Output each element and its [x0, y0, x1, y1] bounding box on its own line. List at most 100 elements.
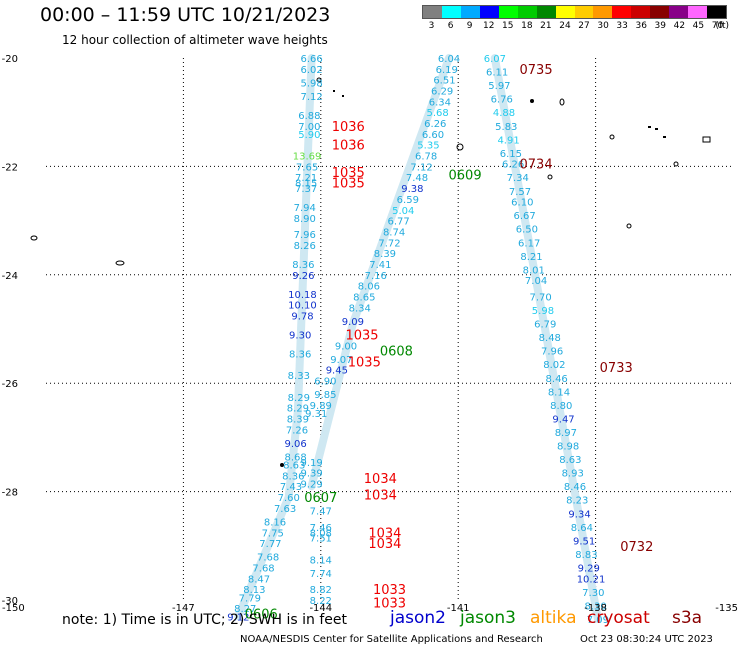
swh-value-label: 6.90 [314, 376, 336, 387]
swh-value-label: 6.77 [388, 217, 410, 228]
swh-value-label: 8.80 [550, 401, 572, 412]
y-tick-label: -22 [2, 162, 18, 173]
swh-value-label: 7.72 [378, 238, 400, 249]
track-band [307, 54, 453, 491]
swh-value-label: 7.41 [369, 260, 391, 271]
swh-value-label: 5.04 [392, 206, 414, 217]
y-tick-label: -26 [2, 379, 18, 390]
pass-time-label: 1033 [373, 583, 406, 598]
swh-value-label: 8.22 [310, 596, 332, 607]
legend-swatch [536, 6, 556, 18]
swh-value-label: 9.85 [314, 390, 336, 401]
swh-value-label: 7.63 [274, 504, 296, 515]
swh-value-label: 6.51 [433, 76, 455, 87]
legend-swatch [612, 6, 632, 18]
swh-value-label: 9.34 [568, 509, 590, 520]
swh-value-label: 5.90 [298, 130, 320, 141]
satellite-legend-jason3: jason3 [460, 608, 516, 628]
island-outline [663, 136, 666, 138]
swh-value-label: 6.50 [516, 225, 538, 236]
swh-value-label: 7.16 [365, 271, 387, 282]
color-legend-labels: 3 6 9 12 15 18 21 24 27 30 33 36 39 42 45 70 (ft) [422, 21, 729, 35]
swh-value-label: 10.10 [288, 301, 317, 312]
swh-value-label: 5.68 [426, 108, 448, 119]
legend-bin-label: 9 [466, 21, 473, 31]
swh-value-label: 8.30 [584, 601, 606, 612]
swh-value-label: 7.57 [509, 187, 531, 198]
swh-value-label: 4.88 [493, 108, 515, 119]
credit-line: NOAA/NESDIS Center for Satellite Applica… [240, 634, 543, 645]
swh-value-label: 8.14 [310, 555, 332, 566]
swh-value-label: 9.39 [301, 469, 323, 480]
swh-value-label: 8.36 [292, 260, 314, 271]
legend-bin-label: 6 [447, 21, 454, 31]
swh-value-label: 9.07 [330, 355, 352, 366]
swh-value-label: 7.26 [286, 425, 308, 436]
legend-bin-label: 3 [428, 21, 435, 31]
y-tick-label: -30 [2, 596, 18, 607]
swh-value-label: 9.51 [573, 536, 595, 547]
swh-value-label: 7.21 [295, 173, 317, 184]
swh-value-label: 8.33 [288, 371, 310, 382]
swh-value-label: 7.30 [582, 588, 604, 599]
island-outline [655, 128, 658, 130]
legend-swatch [423, 6, 442, 18]
swh-value-label: 9.00 [335, 341, 357, 352]
island-outline [316, 77, 322, 83]
swh-value-label: 8.08 [310, 528, 332, 539]
swh-value-label: 7.12 [410, 162, 432, 173]
swh-value-label: 8.98 [557, 442, 579, 453]
swh-value-label: 7.46 [310, 523, 332, 534]
footnote: note: 1) Time is in UTC; 2) SWH is in fe… [62, 612, 348, 628]
swh-value-label: 7.79 [239, 593, 261, 604]
swh-value-label: 9.09 [342, 317, 364, 328]
pass-time-label: 1035 [332, 177, 365, 192]
x-tick-label: -138 [584, 603, 607, 614]
swh-value-label: 7.96 [294, 230, 316, 241]
pass-time-label: 0732 [620, 540, 653, 555]
y-tick-label: -28 [2, 488, 18, 499]
swh-value-label: 9.30 [289, 330, 311, 341]
swh-value-label: 6.79 [534, 320, 556, 331]
generated-timestamp: Oct 23 08:30:24 UTC 2023 [580, 634, 713, 645]
swh-value-label: 7.48 [406, 173, 428, 184]
swh-value-label: 5.83 [495, 122, 517, 133]
pass-time-label: 0734 [520, 158, 553, 173]
legend-swatch [688, 6, 708, 18]
pass-time-label: 1035 [345, 328, 378, 343]
y-tick-label: -20 [2, 54, 18, 65]
island-outline [280, 463, 284, 467]
swh-value-label: 5.97 [488, 81, 510, 92]
axis-tick-labels: -20 -22 -24 -26 -28 -30-150 -147 -144 -141 -138 -1… [2, 54, 738, 614]
y-tick-label: -24 [2, 271, 18, 282]
swh-value-label: 5.98 [301, 78, 323, 89]
swh-value-label: 7.43 [280, 482, 302, 493]
swh-value-label: 8.47 [248, 574, 270, 585]
swh-value-label: 8.27 [234, 604, 256, 615]
pass-time-label: 1034 [368, 526, 401, 541]
island-outline [673, 161, 679, 167]
swh-value-label: 9.12 [227, 612, 249, 623]
swh-value-label: 8.46 [564, 482, 586, 493]
swh-value-label: 6.04 [438, 54, 460, 65]
swh-value-label: 9.89 [310, 401, 332, 412]
swh-value-label: 9.19 [301, 458, 323, 469]
swh-value-label: 6.60 [422, 130, 444, 141]
swh-value-label: 6.78 [415, 152, 437, 163]
swh-value-label: 6.17 [518, 238, 540, 249]
x-tick-label: -150 [2, 603, 25, 614]
swh-value-label: 7.68 [252, 563, 274, 574]
legend-bin-label: 24 [559, 21, 571, 31]
track-band [234, 54, 316, 621]
swh-value-label: 7.70 [530, 292, 552, 303]
legend-unit: (ft) [715, 21, 729, 31]
swh-value-label: 6.26 [502, 160, 524, 171]
pass-time-label: 0609 [449, 169, 482, 184]
swh-value-label: 7.65 [296, 162, 318, 173]
legend-swatch [593, 6, 613, 18]
swh-value-label: 8.01 [523, 265, 545, 276]
pass-time-label: 1035 [332, 166, 365, 181]
swh-value-label: 7.09 [587, 615, 609, 626]
swh-value-label: 9.78 [291, 311, 313, 322]
swh-value-label: 4.91 [497, 135, 519, 146]
